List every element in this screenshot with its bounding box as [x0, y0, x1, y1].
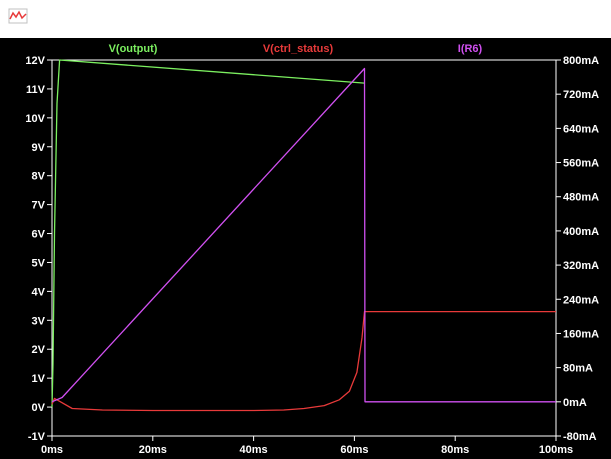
- legend-item[interactable]: I(R6): [458, 43, 483, 55]
- y-left-tick-label: 2V: [32, 344, 46, 356]
- x-tick-label: 0ms: [41, 444, 63, 456]
- y-left-tick-label: 1V: [32, 373, 46, 385]
- y-left-tick-label: -1V: [28, 431, 46, 443]
- legend: V(output) V(ctrl_status) I(R6): [109, 43, 483, 55]
- y-left-tick-label: 11V: [26, 84, 46, 96]
- y-right-tick-label: 160mA: [563, 328, 599, 340]
- title-bar: [0, 0, 611, 38]
- y-left-tick-label: 5V: [32, 257, 46, 269]
- y-right-tick-label: 720mA: [563, 89, 599, 101]
- waveform-plot[interactable]: 12V 11V 10V 9V 8V 7V 6V 5V 4V 3V 2V 1V 0V -1V 800mA 720…: [0, 38, 611, 459]
- legend-item[interactable]: V(output): [109, 43, 158, 55]
- series-line-v-ctrl-status: [51, 310, 556, 412]
- x-tick-label: 40ms: [240, 444, 268, 456]
- x-tick-label: 100ms: [539, 444, 573, 456]
- y-left-tick-label: 12V: [25, 55, 45, 67]
- y-right-tick-label: 640mA: [563, 123, 599, 135]
- plot-background: [0, 38, 611, 459]
- y-left-tick-label: 8V: [32, 171, 46, 183]
- series-line-i-r6: [51, 67, 556, 403]
- y-left-tick-label: 6V: [32, 229, 46, 241]
- y-right-tick-label: 0mA: [563, 397, 587, 409]
- x-tick-label: 80ms: [441, 444, 469, 456]
- y-right-tick-label: 320mA: [563, 260, 599, 272]
- series-layer: [51, 59, 556, 412]
- legend-item[interactable]: V(ctrl_status): [263, 43, 334, 55]
- y-left-tick-label: 9V: [32, 142, 46, 154]
- axes-layer: 12V 11V 10V 9V 8V 7V 6V 5V 4V 3V 2V 1V 0V -1V 800mA 720…: [25, 55, 599, 456]
- plot-frame: [51, 59, 557, 437]
- waveform-app-icon: [8, 8, 28, 24]
- y-right-tick-label: 560mA: [563, 158, 599, 170]
- y-right-tick-label: 800mA: [563, 55, 599, 67]
- x-tick-label: 60ms: [340, 444, 368, 456]
- y-right-tick-label: 240mA: [563, 294, 599, 306]
- y-left-tick-label: 7V: [32, 200, 46, 212]
- y-left-tick-label: 10V: [25, 113, 45, 125]
- y-left-tick-label: 4V: [32, 286, 46, 298]
- y-right-tick-label: 400mA: [563, 226, 599, 238]
- y-left-tick-label: 3V: [32, 315, 46, 327]
- y-left-tick-label: 0V: [32, 402, 46, 414]
- series-line-v-output: [51, 59, 365, 408]
- y-right-tick-label: 80mA: [563, 363, 593, 375]
- y-right-tick-label: 480mA: [563, 192, 599, 204]
- x-tick-label: 20ms: [139, 444, 167, 456]
- y-right-tick-label: -80mA: [563, 431, 597, 443]
